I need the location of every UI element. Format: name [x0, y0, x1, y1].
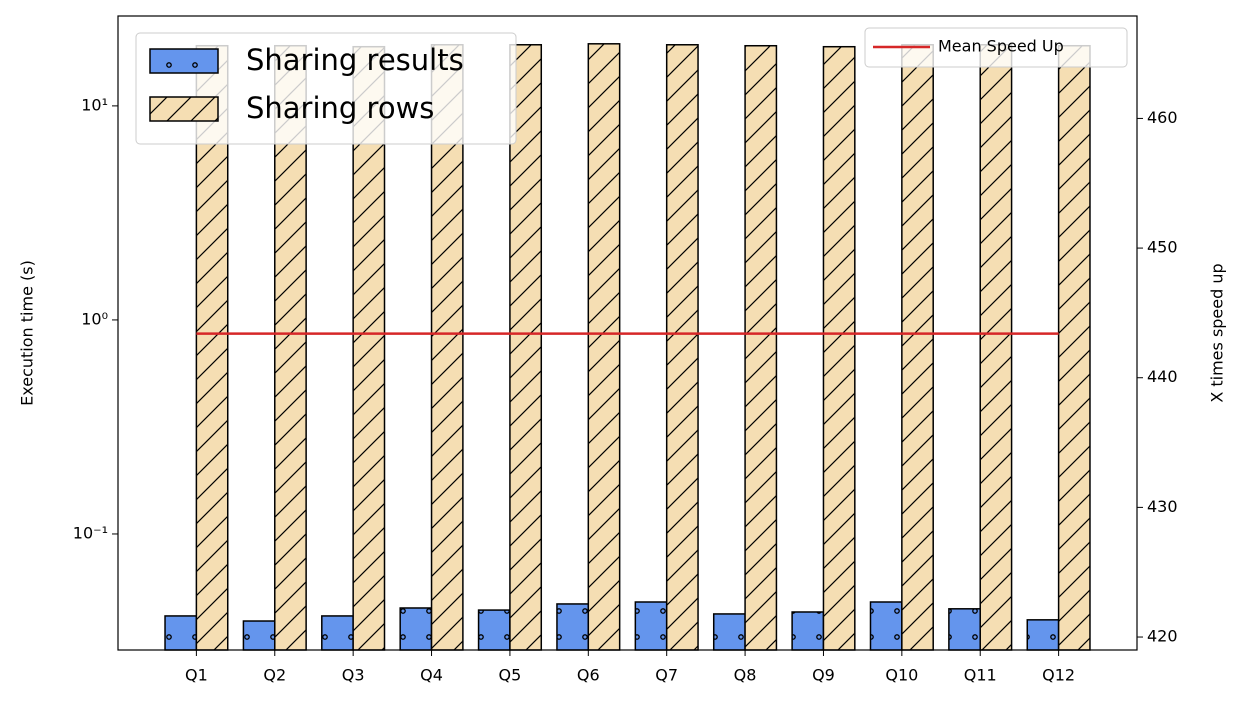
x-tick-label: Q8 — [734, 666, 757, 685]
bar-hatch — [477, 609, 511, 651]
x-tick-label: Q11 — [964, 666, 997, 685]
legend-label: Sharing rows — [246, 91, 434, 125]
bar-hatch — [430, 44, 464, 651]
bar-hatch — [665, 44, 699, 651]
x-tick-label: Q1 — [185, 666, 208, 685]
bar-hatch — [822, 45, 856, 651]
bar-hatch — [587, 43, 621, 651]
y2-axis-label: X times speed up — [1208, 263, 1227, 402]
bar-hatch — [712, 613, 746, 651]
bar-hatch — [164, 615, 198, 651]
bar-hatch — [901, 44, 934, 651]
y2-tick-label: 420 — [1147, 627, 1178, 646]
bar-hatch — [791, 611, 825, 651]
plot-frame — [117, 15, 1138, 651]
x-tick-label: Q7 — [655, 666, 678, 685]
y2-tick-label: 460 — [1147, 108, 1178, 127]
y2-tick-label: 450 — [1147, 238, 1178, 257]
bar-hatch — [1026, 619, 1060, 651]
legend-swatch-hatch — [149, 96, 219, 122]
bar-hatch — [869, 601, 903, 651]
legend-label: Sharing results — [246, 43, 464, 77]
x-tick-label: Q6 — [577, 666, 600, 685]
legend-box — [135, 32, 517, 145]
bar-hatch — [634, 601, 668, 651]
bar-hatch — [744, 44, 778, 651]
x-tick-label: Q10 — [885, 666, 918, 685]
bar-hatch — [352, 45, 386, 651]
y-tick-label: 10⁰ — [81, 309, 108, 328]
x-tick-label: Q2 — [263, 666, 286, 685]
bar-hatch — [399, 607, 433, 651]
x-tick-label: Q12 — [1042, 666, 1075, 685]
legend-swatch-hatch — [149, 48, 219, 74]
y2-tick-label: 430 — [1147, 497, 1178, 516]
bar-hatch — [242, 620, 276, 651]
bar-hatch — [979, 44, 1013, 651]
bar-hatch — [274, 44, 307, 651]
y2-tick-label: 440 — [1147, 367, 1178, 386]
y-tick-label: 10¹ — [81, 95, 108, 114]
bar-hatch — [195, 44, 229, 651]
bar-hatch — [321, 615, 354, 651]
bar-hatch — [509, 44, 543, 651]
y-axis-label: Execution time (s) — [18, 260, 37, 406]
legend-box — [864, 27, 1128, 68]
x-tick-label: Q9 — [812, 666, 835, 685]
bar-hatch — [556, 603, 590, 651]
x-tick-label: Q5 — [499, 666, 522, 685]
bar-hatch — [1057, 44, 1091, 651]
x-tick-label: Q4 — [420, 666, 443, 685]
legend-label: Mean Speed Up — [938, 37, 1064, 56]
bar-hatch — [948, 608, 981, 651]
y-tick-label: 10⁻¹ — [73, 523, 108, 542]
x-tick-label: Q3 — [342, 666, 365, 685]
